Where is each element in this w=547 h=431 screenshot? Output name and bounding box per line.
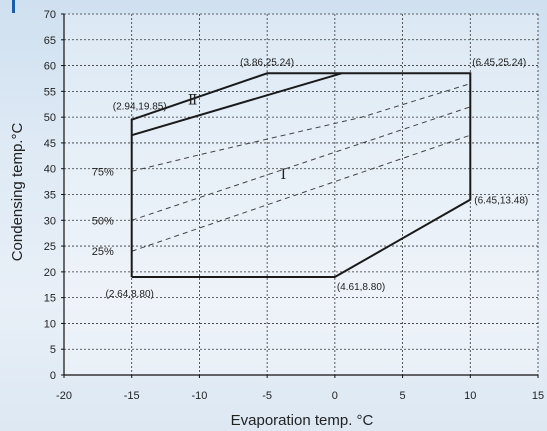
x-tick-label: -5 bbox=[262, 390, 272, 402]
point-annotation: (6.45,25.24) bbox=[472, 57, 526, 68]
y-tick-label: 5 bbox=[50, 344, 56, 356]
x-tick-label: 0 bbox=[332, 390, 338, 402]
point-annotation: (2.64,8.80) bbox=[106, 289, 154, 300]
region-label: Ⅱ bbox=[188, 92, 198, 108]
region-divider-line bbox=[131, 72, 342, 137]
dashed-line-label: 50% bbox=[92, 215, 114, 227]
dashed-line-25pct bbox=[131, 134, 471, 252]
x-axis-label: Evaporation temp. °C bbox=[231, 412, 374, 429]
x-tick-label: 5 bbox=[400, 390, 406, 402]
point-annotation: (3.86,25.24) bbox=[240, 57, 294, 68]
y-tick-label: 65 bbox=[44, 35, 56, 47]
corner-accent-mark bbox=[12, 0, 15, 13]
y-tick-label: 25 bbox=[44, 241, 56, 253]
region-label: Ⅰ bbox=[281, 167, 287, 183]
capacity-dashed-lines: 75% 50% 25% bbox=[92, 83, 471, 258]
x-tick-label: -15 bbox=[124, 390, 140, 402]
y-tick-label: 30 bbox=[44, 215, 56, 227]
y-tick-label: 55 bbox=[44, 86, 56, 98]
y-tick-label: 10 bbox=[44, 318, 56, 330]
x-tick-label: -20 bbox=[56, 390, 72, 402]
y-tick-label: 0 bbox=[50, 370, 56, 382]
y-tick-labels: 0 5 10 15 20 25 30 35 40 45 50 55 60 65 70 bbox=[44, 9, 56, 382]
dashed-line-label: 25% bbox=[92, 246, 114, 258]
x-tick-label: 10 bbox=[464, 390, 476, 402]
y-tick-label: 70 bbox=[44, 9, 56, 21]
y-tick-label: 15 bbox=[44, 293, 56, 305]
envelope-layer: ⅡⅠ bbox=[130, 72, 472, 279]
x-tick-label: 15 bbox=[532, 390, 544, 402]
y-axis-label: Condensing temp.°C bbox=[9, 123, 26, 262]
dashed-line-75pct bbox=[131, 83, 471, 172]
y-tick-label: 35 bbox=[44, 190, 56, 202]
envelope-outline bbox=[130, 72, 472, 279]
dashed-line-label: 75% bbox=[92, 166, 114, 178]
y-tick-label: 60 bbox=[44, 61, 56, 73]
dashed-line-50pct bbox=[131, 106, 471, 221]
point-annotation: (6.45,13.48) bbox=[474, 196, 528, 207]
y-tick-label: 40 bbox=[44, 164, 56, 176]
point-annotation: (4.61,8.80) bbox=[337, 282, 385, 293]
x-tick-labels: -20 -15 -10 -5 0 5 10 15 bbox=[56, 390, 544, 402]
x-tick-label: -10 bbox=[191, 390, 207, 402]
y-tick-label: 50 bbox=[44, 112, 56, 124]
y-tick-label: 20 bbox=[44, 267, 56, 279]
y-tick-label: 45 bbox=[44, 138, 56, 150]
point-annotation: (2.94,19.85) bbox=[113, 102, 167, 113]
annotations: (3.86,25.24) (6.45,25.24) (2.94,19.85) (6.4… bbox=[106, 57, 529, 300]
